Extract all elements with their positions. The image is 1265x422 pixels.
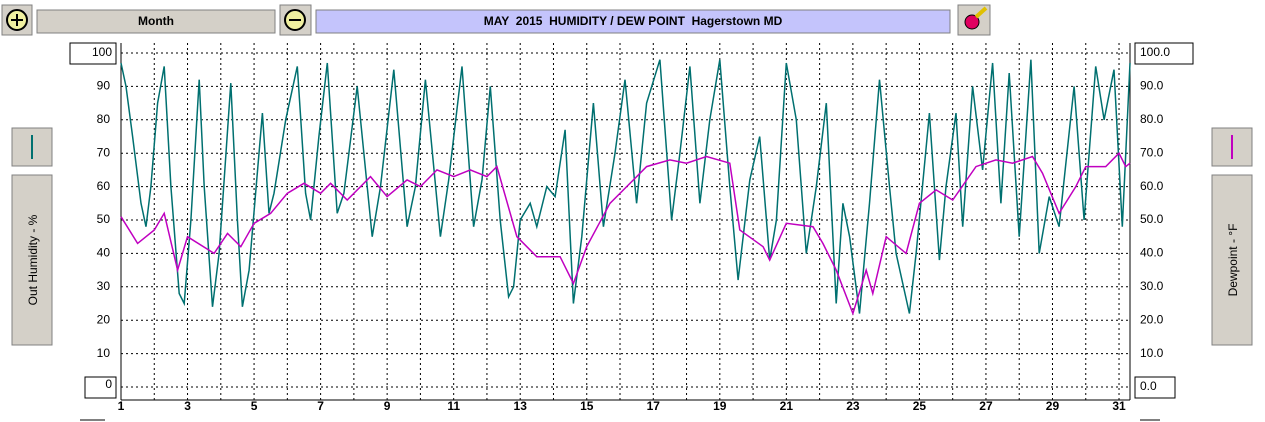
range-button[interactable]: Month: [36, 9, 276, 34]
y2-tick-label: 80.0: [1140, 112, 1164, 126]
y2-tick-label: 10.0: [1140, 346, 1164, 360]
x-tick-label: 17: [647, 399, 661, 413]
legend-frame[interactable]: [11, 127, 53, 167]
x-tick-label: 5: [251, 399, 258, 413]
chart-title: MAY 2015 HUMIDITY / DEW POINT Hagerstown…: [484, 14, 783, 28]
tick-box: [69, 42, 117, 65]
plot-frame: [120, 43, 1131, 401]
x-tick-label: 19: [713, 399, 727, 413]
print-icon-pen[interactable]: [974, 6, 988, 19]
x-tick-label: 29: [1046, 399, 1060, 413]
y2-tick-label: 50.0: [1140, 212, 1164, 226]
y-tick-label: 30: [97, 279, 111, 293]
dewpoint-legend-button[interactable]: [1211, 127, 1253, 167]
y2-tick-label: 60.0: [1140, 179, 1164, 193]
y-axis-label: Out Humidity - %: [26, 214, 40, 305]
y-tick-label: 100: [92, 45, 112, 59]
y2-label-panel: [1211, 174, 1253, 346]
x-tick-label: 27: [979, 399, 993, 413]
y2-tick-label: 30.0: [1140, 279, 1164, 293]
x-tick-label: 23: [846, 399, 860, 413]
data-line: [120, 59, 1131, 314]
plus-sign[interactable]: [11, 14, 23, 26]
tick-box: [84, 376, 117, 399]
y-tick-label: 60: [97, 179, 111, 193]
print-icon[interactable]: [964, 14, 980, 30]
y-tick-label: 0: [105, 377, 112, 391]
y-tick-label: 20: [97, 312, 111, 326]
y-tick-label: 50: [97, 212, 111, 226]
data-line: [120, 151, 1131, 316]
y-tick-label: 70: [97, 145, 111, 159]
x-tick-label: 21: [780, 399, 794, 413]
title-bar: [315, 9, 951, 34]
zoom-out-button[interactable]: [279, 4, 312, 36]
x-tick-label: 15: [580, 399, 594, 413]
zoom-in-button[interactable]: [1, 4, 33, 36]
tick-box: [1134, 376, 1176, 399]
y-tick-label: 80: [97, 112, 111, 126]
y2-tick-label: 20.0: [1140, 312, 1164, 326]
range-button-frame[interactable]: [36, 9, 276, 34]
print-button[interactable]: [957, 4, 991, 36]
y-tick-label: 90: [97, 79, 111, 93]
y2-tick-label: 40.0: [1140, 246, 1164, 260]
y2-tick-label: 100.0: [1140, 45, 1170, 59]
y2-tick-label: 90.0: [1140, 79, 1164, 93]
x-tick-label: 1: [118, 399, 125, 413]
tick-box: [1134, 42, 1194, 65]
x-tick-label: 25: [913, 399, 927, 413]
x-tick-label: 9: [384, 399, 391, 413]
y2-tick-label: 70.0: [1140, 145, 1164, 159]
y-tick-label: 40: [97, 246, 111, 260]
y-label-panel: [11, 174, 53, 346]
range-button-label[interactable]: Month: [138, 14, 174, 28]
x-tick-label: 31: [1112, 399, 1126, 413]
y2-axis-label: Dewpoint - °F: [1226, 224, 1240, 297]
x-tick-label: 13: [514, 399, 528, 413]
y2-tick-label: 0.0: [1140, 379, 1157, 393]
humidity-legend-button[interactable]: [11, 127, 53, 167]
y-tick-label: 10: [97, 346, 111, 360]
x-tick-label: 3: [184, 399, 191, 413]
x-tick-label: 7: [317, 399, 324, 413]
x-tick-label: 11: [447, 399, 460, 413]
